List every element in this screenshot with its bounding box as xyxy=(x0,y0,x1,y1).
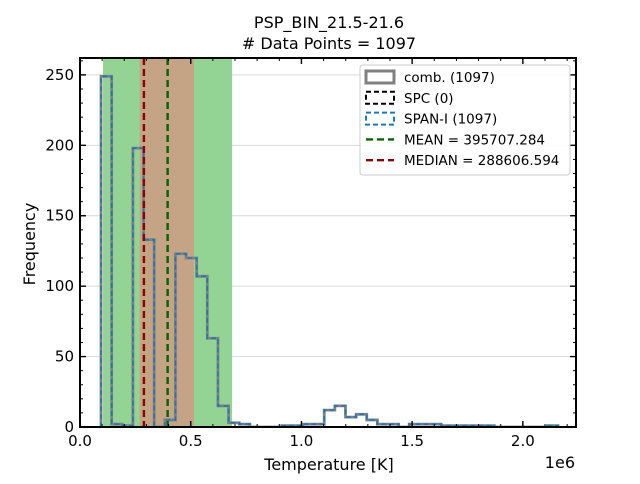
y-axis-label: Frequency xyxy=(20,203,39,286)
x-tick-label: 0.0 xyxy=(68,432,92,450)
y-tick-label: 0 xyxy=(64,418,74,436)
legend-label: SPAN-I (1097) xyxy=(404,112,497,128)
y-tick-label: 250 xyxy=(45,66,74,84)
legend-item-span-i: SPAN-I (1097) xyxy=(365,111,497,128)
y-tick-label: 150 xyxy=(45,207,74,225)
x-axis-offset-label: 1e6 xyxy=(545,453,575,472)
legend-label: MEDIAN = 288606.594 xyxy=(404,153,559,169)
y-tick-label: 100 xyxy=(45,277,74,295)
x-tick-label: 2.0 xyxy=(511,432,535,450)
x-axis-label: Temperature [K] xyxy=(263,455,393,474)
plot-area: 0.0 0.5 1.0 1.5 2.0 0 50 100 150 200 250 xyxy=(45,57,577,450)
chart-title: PSP_BIN_21.5-21.6 xyxy=(254,13,404,33)
x-tick-label: 0.5 xyxy=(179,432,203,450)
series-span-i-step xyxy=(100,75,559,427)
legend-label: MEAN = 395707.284 xyxy=(404,132,545,148)
legend-box xyxy=(359,64,571,176)
legend-item-comb: comb. (1097) xyxy=(364,69,495,86)
x-tick-label: 1.0 xyxy=(289,432,313,450)
legend-item-spc: SPC (0) xyxy=(365,90,454,107)
legend-swatch xyxy=(365,111,395,126)
legend-item-mean: MEAN = 395707.284 xyxy=(366,132,545,148)
y-tick-label: 200 xyxy=(45,136,74,154)
legend: comb. (1097) SPC (0) SPAN-I (1097) MEAN = 3… xyxy=(359,64,571,176)
axes-frame xyxy=(79,57,577,428)
legend-label: SPC (0) xyxy=(404,91,454,107)
y-tick-label: 50 xyxy=(55,348,74,366)
legend-label: comb. (1097) xyxy=(404,70,495,86)
legend-item-median: MEDIAN = 288606.594 xyxy=(366,153,559,169)
legend-swatch xyxy=(364,69,396,85)
chart-subtitle: # Data Points = 1097 xyxy=(242,34,416,53)
plot-content xyxy=(99,58,560,427)
x-tick-label: 1.5 xyxy=(400,432,424,450)
legend-swatch xyxy=(365,90,395,105)
